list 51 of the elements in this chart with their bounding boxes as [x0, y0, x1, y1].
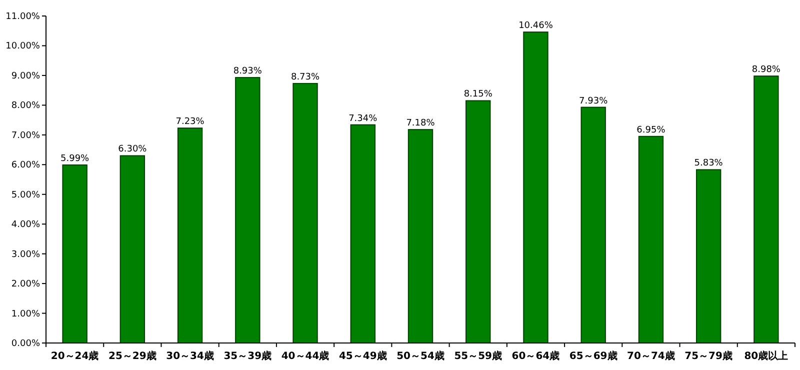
- bar: [696, 169, 722, 344]
- bar: [466, 100, 491, 344]
- y-tick-label: 10.00%: [6, 42, 40, 52]
- data-label: 8.93%: [233, 66, 262, 77]
- bar: [120, 155, 146, 344]
- bar: [523, 32, 548, 344]
- y-tick-label: 0.00%: [11, 339, 40, 349]
- data-label: 10.46%: [518, 21, 554, 32]
- y-tick-label: 4.00%: [11, 220, 40, 230]
- y-tick-label: 2.00%: [11, 280, 40, 290]
- data-label: 7.18%: [406, 118, 436, 129]
- bar: [754, 76, 779, 344]
- x-tick-label: 45～49歳: [338, 350, 387, 362]
- data-label: 6.30%: [118, 144, 148, 155]
- data-label: 8.73%: [290, 72, 320, 82]
- x-tick-label: 35～39歳: [224, 350, 272, 362]
- data-label: 6.95%: [636, 125, 666, 136]
- x-tick-label: 50～54歳: [396, 350, 444, 362]
- x-tick-label: 65～69歳: [569, 350, 618, 362]
- y-tick-label: 1.00%: [11, 309, 40, 320]
- bar: [292, 82, 318, 344]
- y-tick-label: 5.00%: [11, 190, 40, 200]
- data-label: 8.15%: [464, 90, 493, 100]
- data-label: 7.34%: [348, 114, 378, 124]
- data-label: 5.83%: [694, 158, 724, 169]
- data-label: 8.98%: [752, 65, 781, 76]
- bar: [580, 106, 606, 344]
- x-tick-label: 55～59歳: [454, 350, 502, 362]
- data-label: 5.99%: [60, 154, 90, 164]
- x-tick-label: 60～64歳: [512, 350, 560, 362]
- y-tick-label: 7.00%: [11, 130, 40, 141]
- bar: [408, 129, 434, 344]
- bar: [350, 124, 376, 344]
- y-tick-label: 3.00%: [11, 250, 40, 260]
- bar: [177, 128, 203, 344]
- x-tick-label: 20～24歳: [50, 350, 99, 362]
- y-tick-label: 11.00%: [6, 12, 40, 22]
- x-tick-label: 40～44歳: [281, 350, 330, 362]
- data-label: 7.93%: [579, 96, 608, 106]
- x-tick-label: 25～29歳: [108, 350, 156, 362]
- x-tick-label: 75～79歳: [684, 350, 732, 362]
- y-tick-label: 9.00%: [11, 71, 40, 82]
- data-label: 7.23%: [176, 117, 205, 128]
- y-tick-label: 8.00%: [11, 101, 40, 112]
- bar: [62, 164, 88, 344]
- bar: [638, 136, 664, 344]
- x-tick-label: 30～34歳: [166, 350, 214, 362]
- bar: [235, 77, 260, 344]
- y-tick-label: 6.00%: [11, 160, 40, 171]
- x-tick-label: 70～74歳: [627, 350, 675, 362]
- x-tick-label: 80歳以上: [744, 350, 788, 362]
